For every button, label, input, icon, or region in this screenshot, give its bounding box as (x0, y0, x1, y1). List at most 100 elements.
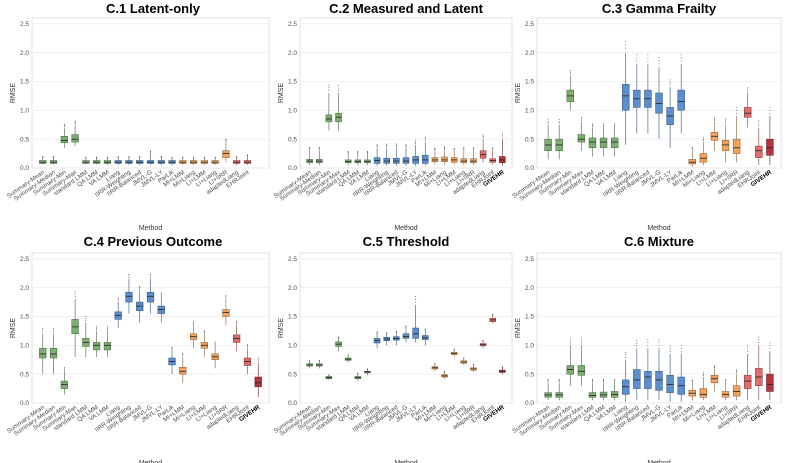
outlier-point (74, 123, 76, 125)
y-axis-label: RMSE (10, 83, 17, 104)
y-tick-label: 1.5 (525, 79, 534, 86)
outlier-point (247, 346, 248, 348)
outlier-point (453, 148, 455, 150)
outlier-point (614, 124, 616, 126)
outlier-point (415, 298, 417, 300)
outlier-point (338, 90, 339, 92)
outlier-point (328, 87, 330, 89)
y-tick-label: 1.0 (20, 343, 29, 350)
outlier-point (647, 342, 649, 344)
outlier-point (74, 293, 76, 295)
outlier-point (434, 148, 436, 150)
outlier-point (214, 156, 216, 158)
y-tick-label: 1.5 (525, 314, 534, 321)
panel-title: C.1 Latent-only (106, 1, 201, 16)
plot-area (31, 252, 270, 404)
outlier-point (257, 358, 259, 360)
outlier-point (482, 339, 484, 341)
outlier-point (128, 156, 130, 158)
outlier-point (625, 48, 627, 50)
outlier-point (603, 379, 604, 380)
outlier-point (53, 156, 54, 158)
outlier-point (725, 380, 726, 382)
y-tick-label: 1.5 (20, 314, 29, 321)
outlier-point (117, 298, 119, 299)
outlier-point (669, 84, 671, 86)
outlier-point (473, 148, 474, 150)
outlier-point (160, 156, 162, 158)
outlier-point (482, 134, 484, 136)
outlier-point (309, 360, 311, 362)
panel-title: C.3 Gamma Frailty (602, 1, 717, 16)
outlier-point (736, 112, 738, 114)
box (588, 137, 597, 149)
outlier-point (769, 107, 771, 109)
outlier-point (569, 70, 571, 71)
y-tick-label: 2.0 (288, 50, 297, 57)
outlier-point (769, 110, 771, 111)
outlier-point (501, 366, 503, 368)
outlier-point (592, 123, 593, 125)
outlier-point (85, 315, 87, 317)
outlier-point (150, 150, 151, 152)
outlier-point (492, 147, 494, 149)
outlier-point (444, 147, 445, 149)
y-tick-label: 1.5 (288, 314, 297, 321)
box (688, 159, 696, 165)
outlier-point (63, 126, 65, 128)
outlier-point (85, 317, 87, 319)
y-tick-label: 1.0 (20, 108, 29, 115)
outlier-point (203, 332, 205, 334)
outlier-point (53, 328, 54, 330)
outlier-point (482, 135, 484, 137)
outlier-point (338, 87, 339, 89)
y-tick-label: 1.5 (288, 79, 297, 86)
outlier-point (424, 138, 426, 140)
outlier-point (680, 60, 682, 62)
outlier-point (395, 146, 397, 148)
panel-2: 0.0 0.5 1.0 1.5 2.0 2.5 C.2 Measured and Laten… (273, 1, 513, 232)
outlier-point (558, 378, 560, 380)
outlier-point (714, 365, 715, 367)
outlier-point (603, 380, 604, 382)
outlier-point (367, 151, 368, 153)
y-tick-label: 0.0 (525, 400, 534, 407)
outlier-point (463, 357, 465, 359)
outlier-point (236, 321, 238, 323)
x-axis-label: Method (647, 460, 670, 463)
outlier-point (150, 276, 151, 278)
outlier-point (309, 147, 311, 149)
panel-6: 0.00.51.01.52.02.5C.6 MixtureRMSEMethodS… (511, 234, 782, 463)
outlier-point (63, 124, 65, 125)
outlier-point (74, 120, 76, 122)
outlier-point (658, 57, 660, 59)
outlier-point (347, 151, 349, 153)
outlier-point (669, 81, 671, 83)
y-tick-label: 1.0 (525, 343, 534, 350)
y-tick-label: 0.0 (20, 165, 29, 172)
y-tick-label: 2.0 (20, 50, 29, 57)
outlier-point (128, 273, 130, 275)
outlier-point (386, 144, 388, 146)
outlier-point (614, 381, 616, 383)
outlier-point (463, 149, 465, 151)
box (125, 291, 133, 303)
outlier-point (636, 57, 638, 59)
outlier-point (625, 352, 627, 353)
outlier-point (214, 341, 216, 343)
outlier-point (74, 296, 76, 298)
outlier-point (117, 299, 119, 301)
outlier-point (747, 345, 749, 347)
outlier-point (669, 348, 671, 350)
panel-title: C.4 Previous Outcome (84, 234, 223, 249)
outlier-point (338, 336, 339, 338)
outlier-point (592, 125, 593, 127)
y-tick-label: 0.5 (20, 371, 29, 378)
box (146, 291, 155, 303)
outlier-point (405, 325, 407, 327)
outlier-point (473, 149, 474, 151)
outlier-point (636, 54, 638, 56)
outlier-point (736, 370, 738, 372)
outlier-point (691, 147, 693, 149)
outlier-point (405, 326, 407, 328)
